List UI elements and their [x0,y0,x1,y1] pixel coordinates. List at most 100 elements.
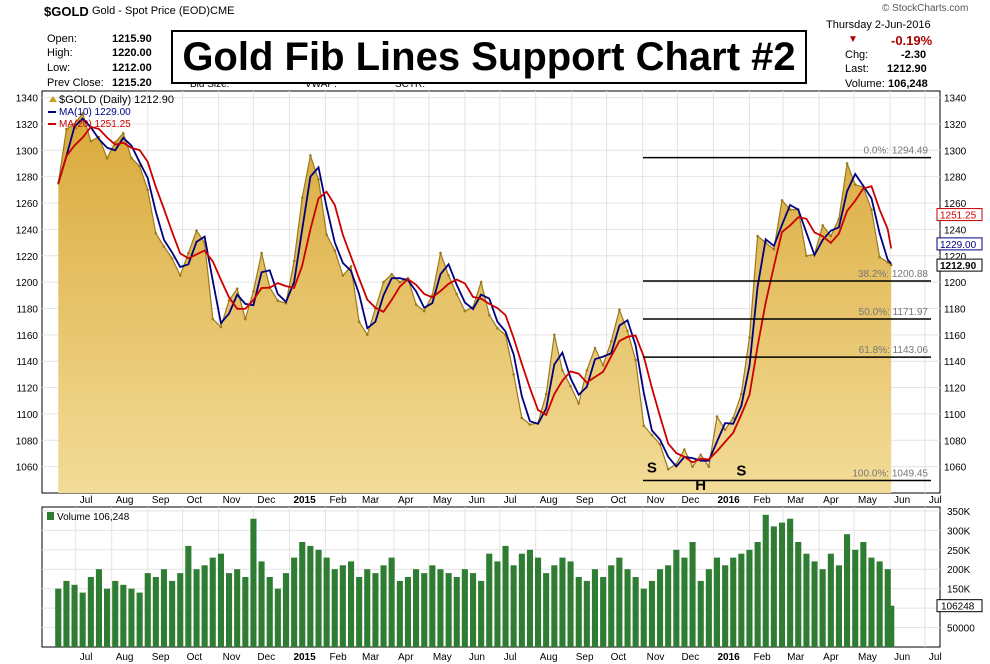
volume-x-tick-label: Feb [753,652,771,663]
x-tick-label: Oct [187,495,203,506]
price-right-tags: 1251.25 1229.00 1212.90 [936,208,983,272]
volume-bar [274,588,281,647]
sctr-label: SCTR: [395,79,425,90]
volume-bar [827,553,834,647]
volume-bar [160,569,167,647]
volume-x-tick-label: Nov [647,652,665,663]
volume-bar [551,565,558,647]
prev-close-value: 1215.20 [112,77,152,89]
x-tick-label: Mar [362,495,380,506]
gold-price-point [325,233,328,236]
gold-price-point [837,217,841,221]
volume-bar [754,542,761,647]
volume-x-tick-label: Apr [823,652,839,663]
gold-price-point [357,320,361,324]
gold-price-point [829,234,833,238]
gold-price-point [878,255,881,259]
volume-bar [63,580,70,647]
volume-bar [811,561,818,647]
gold-price-point [853,183,857,186]
low-label: Low: [47,62,71,74]
prev-close-label: Prev Close: [47,77,104,89]
price-tick-label-left: 1080 [16,436,39,447]
volume-bar [112,580,119,647]
volume-bar [104,588,111,647]
fib-lines-layer: 0.0%: 1294.49 38.2%: 1200.88 50.0%: 1171.9… [643,146,931,482]
volume-x-tick-label: 2016 [717,652,740,663]
pct-change-value: -0.19% [891,33,933,48]
volume-x-tick-label: May [433,652,452,663]
price-tick-label-left: 1160 [16,331,38,342]
volume-bar [250,518,257,647]
volume-bar [600,577,607,647]
gold-price-point [772,247,776,251]
open-value: 1215.90 [112,33,152,45]
volume-bar [258,561,265,647]
volume-bar [510,565,517,647]
volume-bar [55,588,62,647]
volume-bar [234,569,241,647]
gold-price-point [723,428,727,432]
gold-price-point [105,156,109,160]
volume-x-tick-label: 2015 [293,652,316,663]
gold-price-point [398,280,402,284]
gold-price-point [333,249,337,252]
volume-tick-label: 50000 [947,624,975,635]
price-tick-label-right: 1080 [944,436,967,447]
volume-x-tick-label: Jun [469,652,485,663]
volume-bar [307,545,314,647]
volume-bar [201,565,208,647]
price-legend-entry: MA(20) 1251.25 [59,119,131,130]
volume-bar [673,549,680,647]
chart-header: $GOLD Gold - Spot Price (EOD) CME © Stoc… [0,0,990,92]
price-tag-box [936,237,983,251]
price-tick-label-left: 1180 [16,304,38,315]
volume-bar [665,565,672,647]
gold-price-point [73,122,76,126]
volume-bar [762,514,769,647]
volume-x-tick-label: Dec [681,652,699,663]
gold-price-point [146,188,149,192]
volume-bar [217,553,224,647]
gold-price-point [309,154,312,157]
volume-bar [339,565,346,647]
gold-price-point [748,336,751,339]
volume-tag-box [936,599,983,613]
gold-price-point [81,112,84,115]
gold-price-point [561,369,564,372]
gold-price-point [178,274,182,277]
volume-tick-label: 300K [947,526,971,537]
volume-bar [185,545,192,647]
gold-price-point [130,156,133,160]
x-tick-label: Sep [576,495,594,506]
gold-price-point [366,333,369,337]
volume-bar [470,573,477,647]
chart-title-box: Gold Fib Lines Support Chart #2 [171,30,807,84]
volume-x-tick-label: Apr [398,652,414,663]
last-value: 1212.90 [887,63,927,75]
gold-price-point [252,290,255,293]
price-tick-label-right: 1140 [944,357,966,368]
volume-bar [266,577,273,647]
gold-price-point [780,199,784,202]
gold-price-point [544,392,548,396]
volume-bars [55,514,895,647]
gold-price-point [699,453,702,457]
gold-price-point [496,326,499,330]
volume-bar [356,577,363,647]
volume-bar [738,553,745,647]
volume-bar [787,518,794,647]
volume-bar [803,553,810,647]
gold-price-point [593,346,597,350]
volume-x-tick-label: Jun [894,652,910,663]
pattern-label: H [695,477,706,494]
gold-price-point [463,309,467,313]
x-tick-label: Oct [611,495,627,506]
x-tick-label: Apr [823,495,839,506]
volume-bar [730,557,737,647]
x-tick-label: Sep [152,495,170,506]
price-tick-label-left: 1060 [16,463,39,474]
symbol-label: $GOLD [44,4,89,19]
price-tick-label-right: 1060 [944,463,967,474]
volume-x-tick-label: Oct [187,652,203,663]
